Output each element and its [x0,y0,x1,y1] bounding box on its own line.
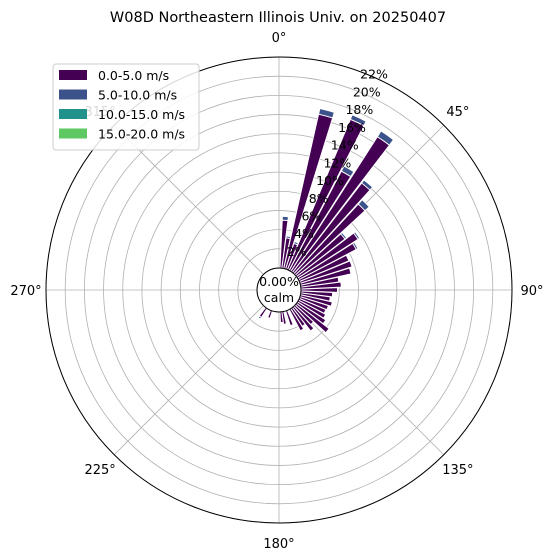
legend-swatch-0 [59,70,87,80]
wind-bar-215-s1 [257,315,263,320]
radial-tick-label: 6% [301,209,321,224]
wind-bar-200-s0 [267,309,273,319]
legend-swatch-1 [59,89,87,100]
wind-bar-45-s1 [357,199,370,212]
radial-tick-label: 2% [287,244,307,259]
wind-bar-10-s1 [285,235,292,240]
calm-circle-shape [256,267,302,313]
direction-tick-90: 90° [520,284,543,299]
direction-tick-0: 0° [272,31,287,46]
calm-circle: 0.00%calm [256,267,302,313]
legend-label-3: 15.0-20.0 m/s [98,127,185,142]
legend-label-0: 0.0-5.0 m/s [98,68,169,83]
radial-tick-label: 20% [353,84,381,99]
radial-tick-label: 10% [316,173,344,188]
calm-percent: 0.00% [259,274,299,289]
legend-box [52,63,200,151]
wind-bar-25-s1 [349,114,367,127]
chart-title: W08D Northeastern Illinois Univ. on 2025… [110,10,446,26]
radial-tick-label: 18% [345,102,373,117]
polar-grid [45,56,513,524]
wind-bar-35-s1 [376,130,395,146]
wind-bar-15-s1 [318,108,335,119]
wind-bar-40-s1 [361,179,374,191]
legend-label-2: 10.0-15.0 m/s [98,107,185,122]
outer-frame [45,56,513,524]
wind-bars [257,108,395,334]
wind-bar-30-s1 [340,165,355,178]
legend-label-1: 5.0-10.0 m/s [98,88,177,103]
direction-tick-225: 225° [84,463,115,478]
direction-tick-45: 45° [446,105,469,120]
radial-tick-labels: 2% 4% 6% 8% 10% 12% 14% 16% 18% 20% 22% [287,67,388,259]
direction-tick-270: 270° [10,284,41,299]
direction-tick-135: 135° [442,463,473,478]
radial-tick-label: 16% [338,120,366,135]
grid-spoke [294,305,445,456]
wind-bar-55-s1 [353,231,361,240]
radial-tick-label: 12% [323,155,351,170]
wind-bar-5-s1 [281,215,289,222]
legend-swatch-2 [59,109,87,119]
legend: 0.0-5.0 m/s 5.0-10.0 m/s 10.0-15.0 m/s 15.0… [52,63,200,151]
legend-swatch-3 [59,128,87,139]
radial-tick-label: 22% [360,67,388,82]
wind-bar-50-s1 [340,231,348,240]
radial-tick-label: 14% [331,138,359,153]
radial-tick-label: 4% [294,226,314,241]
calm-text: calm [264,290,294,305]
grid-spoke [113,305,264,456]
wind-bar-175-s1 [280,321,284,324]
radial-tick-label: 8% [309,191,329,206]
wind-bar-60-s1 [352,241,359,251]
direction-tick-180: 180° [263,537,294,552]
